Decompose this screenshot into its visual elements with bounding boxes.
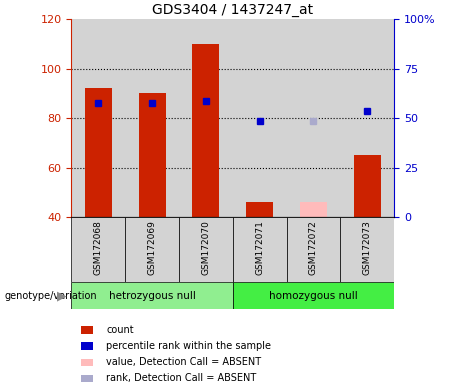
Bar — [233, 282, 394, 309]
Bar — [85, 88, 112, 217]
Text: percentile rank within the sample: percentile rank within the sample — [106, 341, 271, 351]
Bar — [340, 217, 394, 282]
Bar — [139, 93, 165, 217]
Bar — [71, 217, 125, 282]
Text: GSM172069: GSM172069 — [148, 220, 157, 275]
Title: GDS3404 / 1437247_at: GDS3404 / 1437247_at — [152, 3, 313, 17]
Bar — [287, 19, 340, 217]
Text: ▶: ▶ — [58, 289, 67, 302]
Bar — [233, 19, 287, 217]
Bar — [125, 19, 179, 217]
Text: GSM172070: GSM172070 — [201, 220, 210, 275]
Text: GSM172068: GSM172068 — [94, 220, 103, 275]
Bar — [287, 217, 340, 282]
Text: count: count — [106, 325, 134, 335]
Text: GSM172071: GSM172071 — [255, 220, 264, 275]
Text: hetrozygous null: hetrozygous null — [109, 291, 195, 301]
Text: GSM172072: GSM172072 — [309, 220, 318, 275]
Text: rank, Detection Call = ABSENT: rank, Detection Call = ABSENT — [106, 373, 256, 383]
Bar — [125, 217, 179, 282]
Bar — [340, 19, 394, 217]
Bar — [179, 19, 233, 217]
Bar — [354, 155, 381, 217]
Text: genotype/variation: genotype/variation — [5, 291, 97, 301]
Bar — [246, 202, 273, 217]
Text: homozygous null: homozygous null — [269, 291, 358, 301]
Bar — [300, 202, 327, 217]
Text: GSM172073: GSM172073 — [363, 220, 372, 275]
Bar — [193, 44, 219, 217]
Bar — [233, 217, 287, 282]
Bar — [71, 19, 125, 217]
Text: value, Detection Call = ABSENT: value, Detection Call = ABSENT — [106, 357, 261, 367]
Bar — [179, 217, 233, 282]
Bar — [71, 282, 233, 309]
